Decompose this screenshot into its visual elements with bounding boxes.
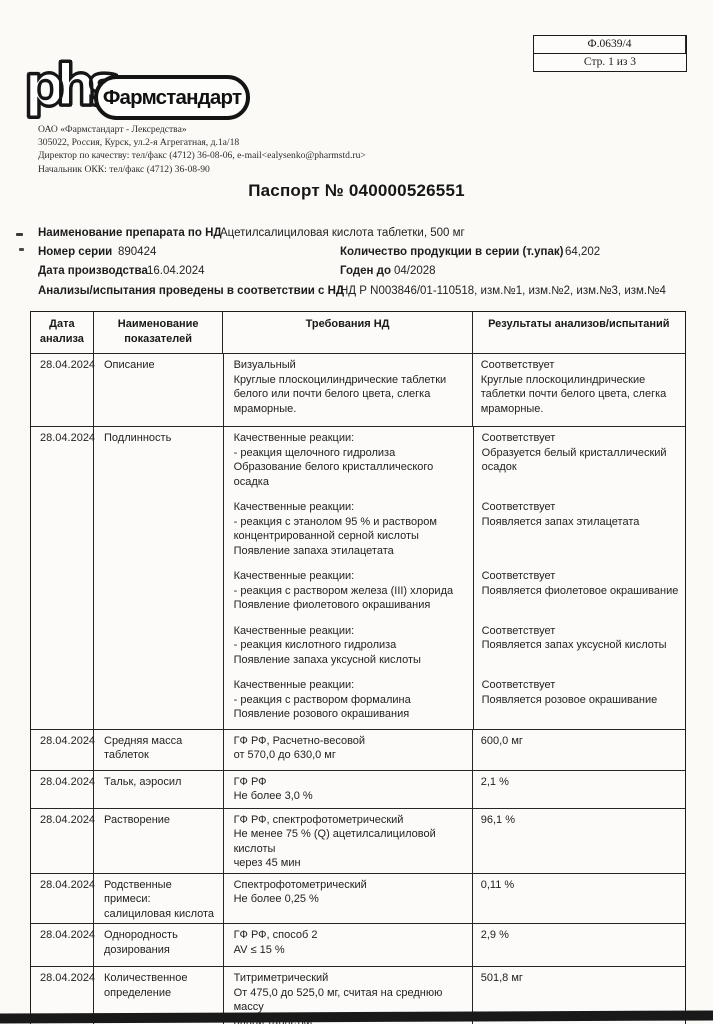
analysis-date: 28.04.2024 (31, 427, 95, 729)
nd-requirement: ГФ РФ, способ 2 AV ≤ 15 % (224, 924, 473, 966)
table-row-talc: 28.04.2024 Тальк, аэросил ГФ РФ Не более… (31, 770, 685, 809)
expiry-value: 04/2028 (394, 265, 436, 277)
nd-reference-value: НД Р N003846/01-110518, изм.№1, изм.№2, … (340, 285, 666, 297)
nd-requirement: Качественные реакции: - реакция с раство… (233, 570, 454, 611)
production-date-value: 16.04.2024 (147, 265, 205, 277)
scan-artifact (19, 248, 24, 251)
analysis-result: Соответствует Появляется фиолетовое окра… (481, 570, 679, 597)
form-code: Ф.0639/4 (534, 36, 686, 53)
analyses-note-label: Анализы/испытания проведены в соответств… (38, 285, 345, 297)
company-info: ОАО «Фармстандарт - Лексредства» 305022,… (38, 123, 366, 176)
indicator-name: Средняя масса таблеток (94, 729, 224, 770)
table-row-dose-uniformity: 28.04.2024 Однородность дозирования ГФ Р… (31, 924, 685, 967)
analysis-date: 28.04.2024 (31, 729, 95, 770)
table-row-average-mass: 28.04.2024 Средняя масса таблеток ГФ РФ,… (31, 729, 685, 771)
header-indicator: Наименование показателей (94, 312, 224, 353)
nd-requirement: Качественные реакции: - реакция с этанол… (233, 501, 437, 557)
analysis-result: Соответствует Появляется розовое окрашив… (481, 679, 658, 706)
indicator-name: Количественное определение (94, 967, 224, 1024)
analysis-result: 600,0 мг (480, 734, 523, 747)
nd-requirement: Качественные реакции: - реакция кислотно… (233, 624, 421, 666)
indicator-name: Родственные примеси: салициловая кислота (94, 873, 224, 923)
page-number: Стр. 1 из 3 (534, 53, 686, 71)
scan-artifact (16, 233, 23, 236)
nd-requirement: Визуальный Круглые плоскоцилиндрические … (224, 354, 473, 426)
production-date-label: Дата производства (38, 265, 148, 277)
quantity-label: Количество продукции в серии (т.упак) (340, 246, 564, 258)
analysis-result: 2,1 % (480, 775, 509, 788)
company-name: ОАО «Фармстандарт - Лексредства» (38, 124, 187, 135)
analysis-date: 28.04.2024 (31, 924, 95, 966)
indicator-name: Тальк, аэросил (94, 770, 224, 808)
analysis-result: Соответствует Образуется белый кристалли… (481, 432, 667, 473)
table-row-description: 28.04.2024 Описание Визуальный Круглые п… (31, 354, 685, 427)
analysis-result: 0,11 % (480, 878, 515, 891)
analysis-date: 28.04.2024 (31, 873, 95, 923)
column-divider (473, 427, 475, 729)
header-analysis-date: Дата анализа (31, 312, 94, 353)
drug-name-label: Наименование препарата по НД (38, 227, 222, 239)
analysis-result: Соответствует Появляется запах уксусной … (481, 624, 667, 652)
table-header-row: Дата анализа Наименование показателей Тр… (31, 312, 685, 354)
nd-requirement: ГФ РФ Не более 3,0 % (224, 770, 473, 808)
analysis-result: Соответствует Круглые плоскоцилиндрическ… (480, 359, 667, 415)
series-label: Номер серии (38, 246, 113, 258)
nd-requirement: ГФ РФ, Расчетно-весовой от 570,0 до 630,… (224, 729, 473, 770)
drug-name-value: Ацетилсалициловая кислота таблетки, 500 … (220, 227, 465, 239)
document-title: Паспорт № 040000526551 (248, 181, 465, 200)
reaction-pair: Качественные реакции: - реакция с этанол… (224, 500, 685, 558)
pharmstandard-logo: phs Фармстандарт (22, 56, 250, 126)
table-row-identity: 28.04.2024 Подлинность Качественные реак… (31, 427, 685, 730)
nd-requirement: Качественные реакции: - реакция с раство… (233, 679, 411, 720)
analysis-date: 28.04.2024 (31, 808, 95, 873)
form-number-box: Ф.0639/4 Стр. 1 из 3 (533, 35, 687, 72)
reaction-pair: Качественные реакции: - реакция кислотно… (224, 624, 685, 668)
reaction-pair: Качественные реакции: - реакция с раство… (224, 678, 685, 722)
analysis-date: 28.04.2024 (31, 770, 95, 808)
analysis-result: 2,9 % (480, 929, 509, 941)
analysis-result: 501,8 мг (480, 972, 523, 984)
table-row-related-impurities: 28.04.2024 Родственные примеси: салицило… (31, 873, 685, 924)
analysis-date: 28.04.2024 (31, 967, 95, 1024)
header-results: Результаты анализов/испытаний (488, 318, 670, 330)
indicator-name: Растворение (94, 808, 224, 873)
header-nd-requirements: Требования НД (223, 312, 473, 353)
reaction-pair: Качественные реакции: - реакция щелочног… (224, 431, 685, 489)
expiry-label: Годен до (340, 265, 391, 277)
okk-head-contact: Начальник ОКК: тел/факс (4712) 36-08-90 (38, 163, 210, 175)
indicator-name: Однородность дозирования (94, 924, 224, 966)
analysis-result: 96,1 % (480, 813, 515, 826)
table-row-dissolution: 28.04.2024 Растворение ГФ РФ, спектрофот… (31, 808, 685, 874)
brand-name: Фармстандарт (102, 85, 242, 109)
nd-requirement: ГФ РФ, спектрофотометрический Не менее 7… (224, 808, 473, 873)
nd-requirement: Спектрофотометрический Не более 0,25 % (224, 873, 473, 923)
indicator-name: Подлинность (94, 427, 224, 729)
qc-results-table: Дата анализа Наименование показателей Тр… (30, 311, 686, 1024)
reaction-pair: Качественные реакции: - реакция с раство… (224, 569, 685, 613)
nd-requirement: Качественные реакции: - реакция щелочног… (233, 432, 434, 488)
series-value: 890424 (118, 246, 157, 258)
analysis-date: 28.04.2024 (31, 354, 95, 426)
indicator-name: Описание (94, 354, 224, 426)
identity-reactions-block: Качественные реакции: - реакция щелочног… (224, 427, 685, 729)
company-address: 305022, Россия, Курск, ул.2-я Агрегатная… (38, 137, 240, 149)
brand-capsule: Фармстандарт (94, 75, 250, 120)
quantity-value: 64,202 (565, 246, 601, 258)
analysis-result: Соответствует Появляется запах этилацета… (481, 501, 640, 528)
quality-director-contact: Директор по качеству: тел/факс (4712) 36… (38, 150, 366, 162)
